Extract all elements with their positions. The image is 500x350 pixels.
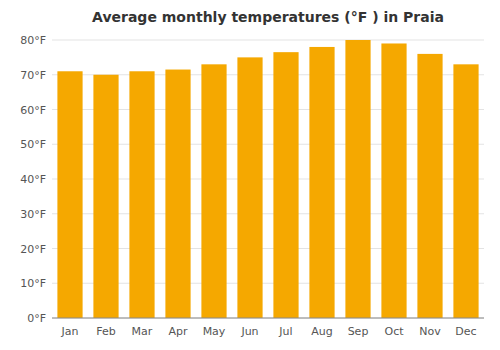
chart-svg: Average monthly temperatures (°F ) in Pr… [0, 0, 500, 350]
y-tick-label: 40°F [20, 173, 46, 186]
x-tick-label: Jan [61, 325, 79, 338]
bar [453, 64, 478, 318]
x-tick-label: Jul [278, 325, 292, 338]
x-tick-label: Mar [132, 325, 153, 338]
bar [417, 54, 442, 318]
x-tick-label: Aug [311, 325, 332, 338]
bar [309, 47, 334, 318]
bar [273, 52, 298, 318]
y-tick-label: 50°F [20, 138, 46, 151]
x-tick-label: Oct [384, 325, 404, 338]
y-grid [52, 40, 484, 318]
x-tick-label: Nov [419, 325, 441, 338]
x-tick-label: May [203, 325, 226, 338]
y-tick-label: 60°F [20, 104, 46, 117]
y-tick-label: 70°F [20, 69, 46, 82]
chart-title: Average monthly temperatures (°F ) in Pr… [92, 9, 444, 25]
grid-line [52, 40, 484, 41]
x-axis-line [52, 318, 484, 319]
y-tick-label: 10°F [20, 277, 46, 290]
bar [93, 75, 118, 318]
bars [57, 40, 478, 318]
bar [165, 70, 190, 318]
bar [381, 43, 406, 318]
grid-line [52, 318, 484, 319]
bar [237, 57, 262, 318]
x-tick-label: Jun [240, 325, 258, 338]
x-tick-label: Feb [96, 325, 115, 338]
y-tick-label: 30°F [20, 208, 46, 221]
x-tick-label: Sep [348, 325, 369, 338]
bar [57, 71, 82, 318]
y-tick-label: 0°F [27, 312, 46, 325]
chart-container: Average monthly temperatures (°F ) in Pr… [0, 0, 500, 350]
y-tick-label: 20°F [20, 243, 46, 256]
bar [201, 64, 226, 318]
y-tick-label: 80°F [20, 34, 46, 47]
x-tick-label: Apr [168, 325, 188, 338]
bar [345, 40, 370, 318]
bar [129, 71, 154, 318]
x-tick-label: Dec [455, 325, 476, 338]
